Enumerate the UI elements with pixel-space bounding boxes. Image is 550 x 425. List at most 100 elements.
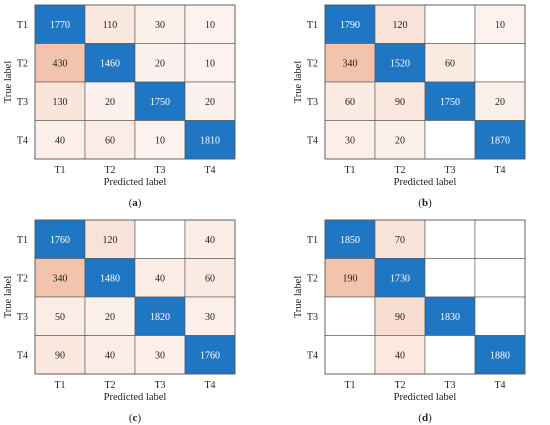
y-tick-b-2: T2 [307,58,318,69]
cell-a-r3-c2 [84,81,136,121]
cell-value-c-r3-c2: 20 [105,312,115,323]
cell-value-b-r3-c4: 20 [495,97,505,108]
cell-c-r4-c3 [134,335,186,375]
cell-value-c-r1-c4: 40 [205,235,215,246]
x-tick-a-4: T4 [204,165,215,176]
cell-value-c-r3-c4: 30 [205,312,215,323]
cell-b-r3-c1 [324,81,376,121]
cell-value-a-r2-c3: 20 [155,58,165,69]
y-tick-a-1: T1 [17,20,28,31]
confusion-matrix-svg-b: 1790 120 10 340 1520 60 60 90 1750 20 30 20 1870 T1 T2… [293,4,526,209]
cell-c-r2-c2 [84,258,136,298]
cell-value-b-r4-c1: 30 [345,135,355,146]
y-tick-d-3: T3 [307,312,318,323]
x-tick-b-1: T1 [344,165,355,176]
cell-d-r4-c3 [424,335,476,375]
grid-border-a [34,4,236,160]
y-tick-c-4: T4 [17,350,28,361]
cell-a-r2-c2 [84,43,136,83]
y-axis-label-a: True label [3,61,14,104]
cell-c-r3-c2 [84,296,136,336]
grid-border-b [324,4,526,160]
cell-value-b-r4-c2: 20 [395,135,405,146]
cell-value-c-r2-c1: 340 [53,273,68,284]
cell-value-a-r2-c2: 1460 [100,58,120,69]
cell-value-b-r1-c4: 10 [495,20,505,31]
cell-value-c-r1-c1: 1760 [50,235,70,246]
cell-value-a-r3-c1: 130 [53,97,68,108]
cell-value-d-r4-c2: 40 [395,350,405,361]
x-tick-a-1: T1 [54,165,65,176]
cell-value-b-r1-c2: 120 [393,20,408,31]
cell-b-r4-c1 [324,120,376,160]
cell-a-r1-c4 [184,4,236,44]
cell-d-r2-c3 [424,258,476,298]
cell-value-c-r4-c3: 30 [155,350,165,361]
confusion-matrix-svg-c: 1760 120 40 340 1480 40 60 50 20 1820 30 90 40 30 1760… [3,219,236,424]
cell-value-d-r3-c3: 1830 [440,312,460,323]
cell-c-r2-c1 [34,258,86,298]
x-tick-c-4: T4 [204,380,215,391]
cell-value-a-r1-c4: 10 [205,20,215,31]
cell-value-a-r4-c4: 1810 [200,135,220,146]
cell-value-d-r4-c4: 1880 [490,350,510,361]
cell-value-a-r2-c4: 10 [205,58,215,69]
x-tick-d-3: T3 [444,380,455,391]
y-tick-d-2: T2 [307,273,318,284]
cell-d-r2-c1 [324,258,376,298]
confusion-matrix-panel-b: 1790 120 10 340 1520 60 60 90 1750 20 30 20 1870 T1 T2… [290,0,540,209]
x-axis-label-d: Predicted label [394,392,457,403]
cell-value-a-r1-c2: 110 [103,20,118,31]
cell-c-r1-c2 [84,219,136,259]
cell-b-r2-c1 [324,43,376,83]
y-tick-d-4: T4 [307,350,318,361]
cell-c-r4-c2 [84,335,136,375]
y-tick-a-2: T2 [17,58,28,69]
confusion-matrix-panel-d: 1850 70 190 1730 90 1830 40 1880 T1 T2 T3 T4 T1 T2 T3 T… [290,215,540,424]
cell-value-b-r2-c3: 60 [445,58,455,69]
x-tick-c-1: T1 [54,380,65,391]
cell-value-d-r2-c1: 190 [343,273,358,284]
cell-value-c-r4-c2: 40 [105,350,115,361]
y-tick-c-3: T3 [17,312,28,323]
cell-value-c-r3-c1: 50 [55,312,65,323]
cell-c-r4-c4 [184,335,236,375]
y-tick-c-2: T2 [17,273,28,284]
x-tick-a-3: T3 [154,165,165,176]
cell-value-a-r4-c2: 60 [105,135,115,146]
cell-a-r3-c4 [184,81,236,121]
x-tick-d-1: T1 [344,380,355,391]
x-axis-label-a: Predicted label [104,177,167,188]
cell-d-r2-c4 [474,258,526,298]
cell-b-r3-c4 [474,81,526,121]
cell-c-r3-c1 [34,296,86,336]
y-tick-b-1: T1 [307,20,318,31]
cell-value-b-r3-c3: 1750 [440,97,460,108]
cell-a-r4-c2 [84,120,136,160]
cell-value-a-r4-c1: 40 [55,135,65,146]
cell-value-b-r3-c2: 90 [395,97,405,108]
y-axis-label-b: True label [293,61,304,104]
confusion-matrix-panel-c: 1760 120 40 340 1480 40 60 50 20 1820 30 90 40 30 1760… [0,215,250,424]
cell-value-b-r1-c1: 1790 [340,20,360,31]
cell-value-c-r2-c4: 60 [205,273,215,284]
x-tick-d-2: T2 [394,380,405,391]
cell-value-b-r3-c1: 60 [345,97,355,108]
cell-d-r3-c4 [474,296,526,336]
cell-d-r3-c1 [324,296,376,336]
panel-label-c: (c) [129,412,142,424]
cell-value-c-r1-c2: 120 [103,235,118,246]
cell-value-a-r4-c3: 10 [155,135,165,146]
x-tick-b-2: T2 [394,165,405,176]
cell-b-r4-c4 [474,120,526,160]
cell-b-r2-c3 [424,43,476,83]
cell-value-d-r2-c2: 1730 [390,273,410,284]
grid-border-c [34,219,236,375]
cell-value-b-r4-c4: 1870 [490,135,510,146]
x-axis-label-c: Predicted label [104,392,167,403]
cell-b-r4-c3 [424,120,476,160]
cell-value-b-r2-c1: 340 [343,58,358,69]
x-tick-c-2: T2 [104,380,115,391]
panel-label-b: (b) [418,197,432,209]
cell-value-d-r1-c1: 1850 [340,235,360,246]
